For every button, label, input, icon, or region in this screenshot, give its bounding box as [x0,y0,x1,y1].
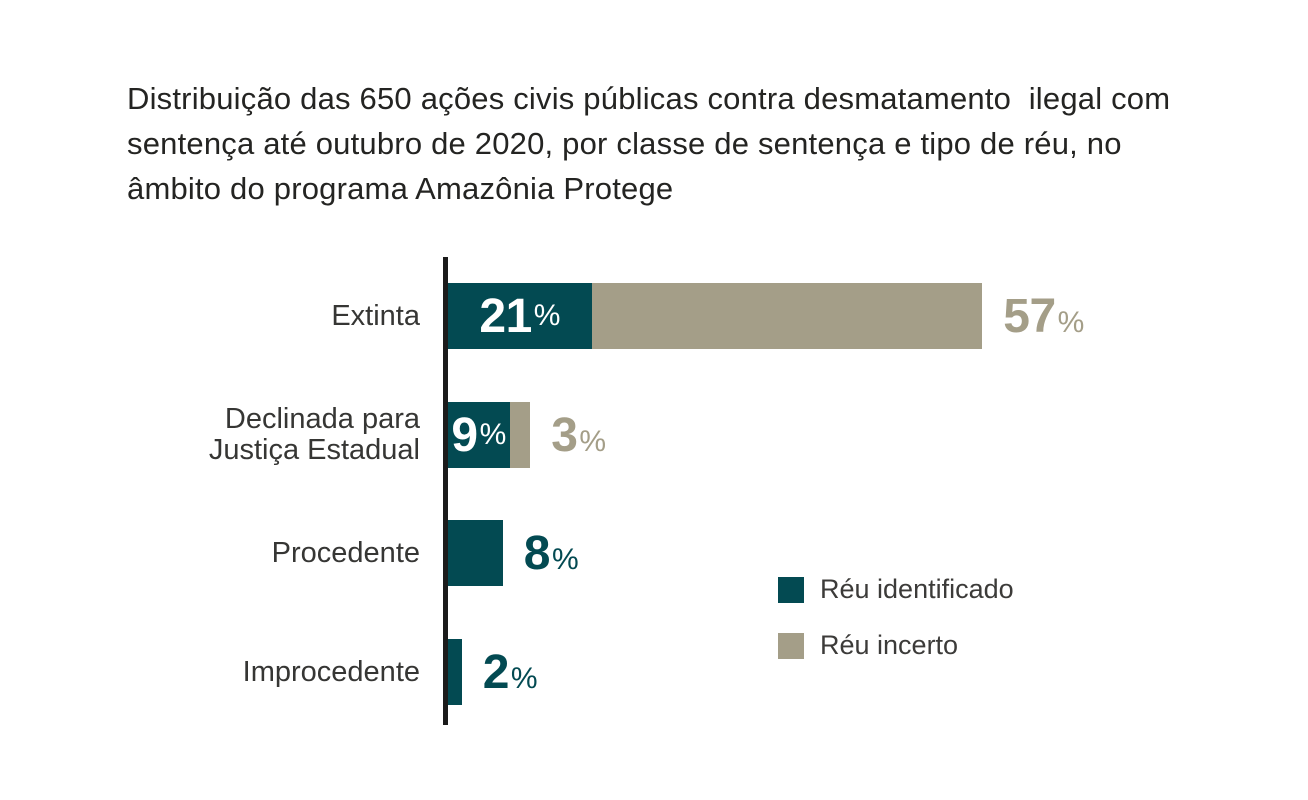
category-label: Declinada para Justiça Estadual [208,403,420,466]
legend-label-reu-incerto: Réu incerto [820,630,959,660]
plot-area: Extinta 21% 57% Declinada para Justiça Esta… [0,257,1308,727]
value-label-identificado: 8% [523,526,579,580]
bar-segment-reu-identificado: 21% [448,283,592,349]
bar-segment-reu-incerto [591,283,983,349]
legend: Réu identificado Réu incerto [778,574,1014,661]
value-label-identificado: 2% [482,645,538,699]
legend-label-reu-identificado: Réu identificado [820,574,1014,604]
legend-item-reu-incerto: Réu incerto [778,630,1014,661]
value-label-incerto: 3% [551,408,607,462]
bar-row: 21% 57% [448,283,1084,349]
bar-segment-reu-identificado: 9% [448,402,510,468]
chart-title-line-3: âmbito do programa Amazônia Protege [127,171,674,206]
legend-swatch-reu-incerto [778,632,804,659]
legend-item-reu-identificado: Réu identificado [778,574,1014,605]
y-axis-line [443,257,448,725]
chart-title-line-2: sentença até outubro de 2020, por classe… [127,126,1122,161]
bar-row: 9% 3% [448,402,606,468]
legend-swatch-reu-identificado [778,576,804,603]
bar-segment-reu-identificado [448,520,503,586]
bar-row: 2% [448,639,538,705]
category-label: Procedente [271,536,420,569]
category-label: Extinta [331,299,420,332]
bar-segment-reu-incerto [509,402,531,468]
bar-row: 8% [448,520,579,586]
chart-title-line-1: Distribuição das 650 ações civis pública… [127,81,1171,116]
value-label-identificado: 21% [479,289,561,343]
bar-segment-reu-identificado [448,639,462,705]
chart-title: Distribuição das 650 ações civis pública… [127,76,1170,211]
value-label-incerto: 57% [1003,289,1085,343]
category-label: Improcedente [242,655,420,688]
value-label-identificado: 9% [451,408,507,462]
